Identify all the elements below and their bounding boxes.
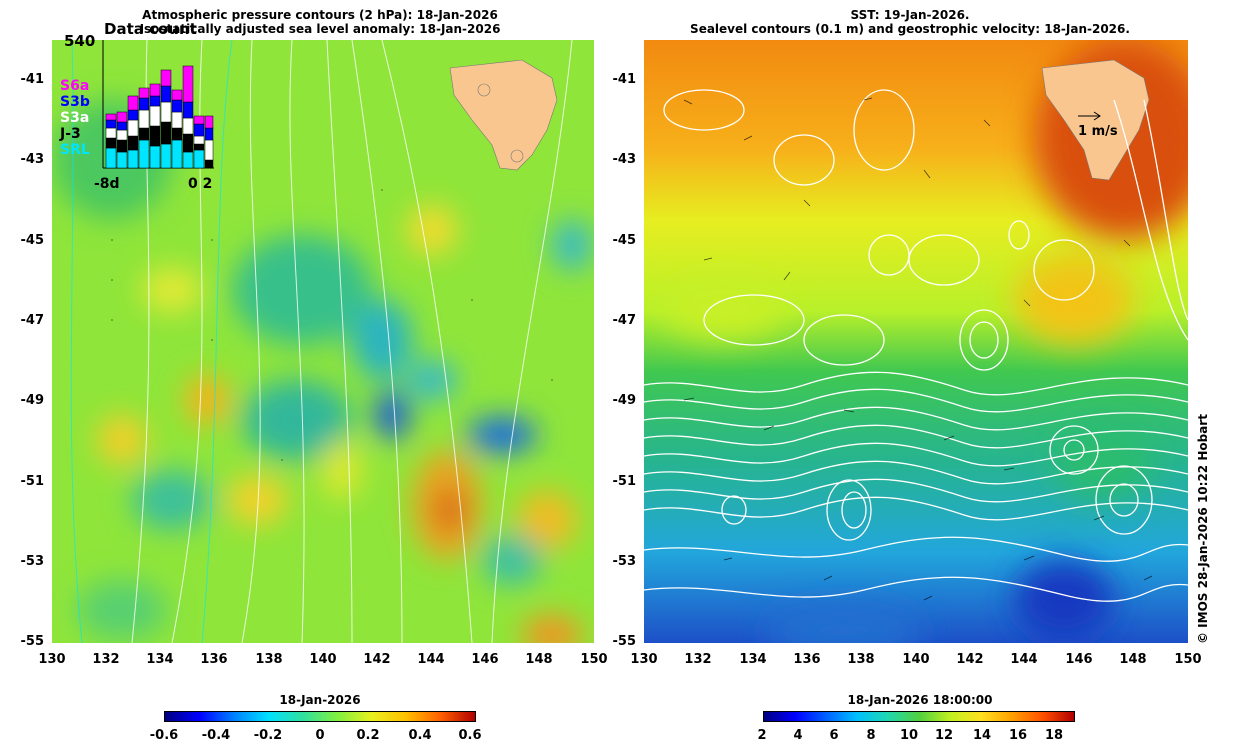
right-y-tick: -45 — [612, 233, 637, 248]
inset-title: Data count — [104, 20, 197, 38]
left-x-tick: 130 — [38, 652, 66, 667]
left-title-line1: Atmospheric pressure contours (2 hPa): 1… — [142, 8, 498, 22]
left-x-tick: 132 — [92, 652, 120, 667]
legend-j3: J-3 — [60, 126, 81, 142]
velocity-scale-arrow — [1078, 111, 1101, 121]
left-y-tick: -41 — [20, 72, 45, 87]
right-cb-tick: 6 — [829, 728, 839, 743]
left-x-tick: 148 — [525, 652, 553, 667]
left-y-tick: -49 — [20, 393, 45, 408]
right-y-tick: -49 — [612, 393, 637, 408]
right-x-tick: 138 — [847, 652, 875, 667]
right-x-tick: 142 — [956, 652, 984, 667]
left-x-tick: 140 — [309, 652, 337, 667]
right-x-tick: 140 — [902, 652, 930, 667]
right-y-tick: -41 — [612, 72, 637, 87]
left-y-tick: -47 — [20, 313, 45, 328]
right-y-tick: -51 — [612, 474, 637, 489]
right-x-tick: 150 — [1174, 652, 1202, 667]
right-sst-map: 1 m/s — [644, 40, 1188, 643]
right-colorbar — [763, 711, 1075, 722]
right-colorbar-label: 18-Jan-2026 18:00:00 — [847, 693, 993, 707]
right-cb-tick: 2 — [757, 728, 767, 743]
inset-max-label: 540 — [64, 32, 96, 50]
right-cb-tick: 16 — [1008, 728, 1028, 743]
left-x-tick: 142 — [363, 652, 391, 667]
left-colorbar — [164, 711, 476, 722]
left-y-tick: -43 — [20, 152, 45, 167]
left-sla-map — [52, 40, 594, 643]
inset-x-right-label: 0 2 — [188, 176, 213, 192]
right-y-tick: -47 — [612, 313, 637, 328]
right-cb-tick: 10 — [899, 728, 919, 743]
right-x-tick: 130 — [630, 652, 658, 667]
legend-s3a: S3a — [60, 110, 90, 126]
legend-srl: SRL — [60, 142, 90, 158]
left-y-tick: -55 — [20, 634, 45, 649]
right-y-tick: -53 — [612, 554, 637, 569]
left-cb-tick: 0.4 — [408, 728, 432, 743]
left-cb-tick: 0 — [315, 728, 325, 743]
velocity-scale-label: 1 m/s — [1078, 124, 1118, 139]
left-y-tick: -45 — [20, 233, 45, 248]
right-x-tick: 136 — [793, 652, 821, 667]
left-x-tick: 150 — [580, 652, 608, 667]
right-x-tick: 134 — [739, 652, 767, 667]
left-cb-tick: -0.4 — [201, 728, 231, 743]
left-cb-tick: 0.6 — [458, 728, 482, 743]
right-title-line1: SST: 19-Jan-2026. — [850, 8, 970, 22]
right-x-tick: 132 — [684, 652, 712, 667]
left-cb-tick: -0.2 — [253, 728, 283, 743]
legend-s6a: S6a — [60, 78, 90, 94]
left-x-tick: 134 — [146, 652, 174, 667]
right-x-tick: 148 — [1119, 652, 1147, 667]
right-cb-tick: 4 — [793, 728, 803, 743]
right-cb-tick: 8 — [866, 728, 876, 743]
left-x-tick: 146 — [471, 652, 499, 667]
data-count-inset: Data count 540 S6a S3b S3a J-3 SRL -8d 0… — [56, 20, 226, 195]
left-title-line2: Isostatically adjusted sea level anomaly… — [139, 22, 501, 36]
copyright-text: © IMOS 28-Jan-2026 10:22 Hobart — [1196, 414, 1210, 644]
left-cb-tick: -0.6 — [149, 728, 179, 743]
left-x-tick: 144 — [417, 652, 445, 667]
left-y-tick: -51 — [20, 474, 45, 489]
inset-bars — [102, 40, 214, 169]
left-cb-tick: 0.2 — [356, 728, 380, 743]
left-x-tick: 138 — [255, 652, 283, 667]
inset-x-left-label: -8d — [94, 176, 120, 192]
right-cb-tick: 12 — [934, 728, 954, 743]
right-y-tick: -55 — [612, 634, 637, 649]
left-y-tick: -53 — [20, 554, 45, 569]
right-y-tick: -43 — [612, 152, 637, 167]
left-colorbar-label: 18-Jan-2026 — [279, 693, 361, 707]
right-x-tick: 146 — [1065, 652, 1093, 667]
left-x-tick: 136 — [200, 652, 228, 667]
inset-legend: S6a S3b S3a J-3 SRL — [60, 78, 110, 178]
right-cb-tick: 14 — [972, 728, 992, 743]
right-title-line2: Sealevel contours (0.1 m) and geostrophi… — [690, 22, 1130, 36]
legend-s3b: S3b — [60, 94, 90, 110]
right-cb-tick: 18 — [1044, 728, 1064, 743]
right-x-tick: 144 — [1010, 652, 1038, 667]
